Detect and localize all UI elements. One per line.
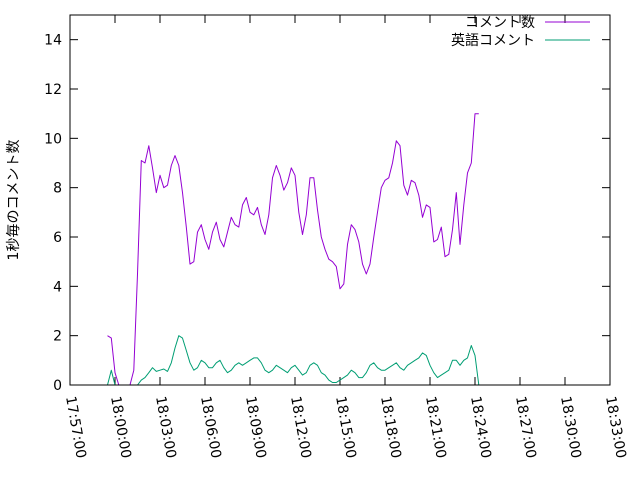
y-tick-label: 14	[44, 33, 62, 49]
x-tick-label: 18:09:00	[242, 395, 269, 460]
legend-label-series-1: コメント数	[465, 15, 535, 31]
legend-label-series-2: 英語コメント	[451, 32, 535, 49]
y-tick-label: 4	[53, 279, 62, 295]
x-tick-label: 17:57:00	[62, 395, 89, 460]
x-tick-label: 18:21:00	[422, 395, 449, 460]
series-lines	[107, 113, 480, 386]
y-tick-label: 12	[44, 82, 62, 98]
plot-border	[69, 14, 611, 386]
y-tick-label: 8	[53, 181, 62, 197]
x-tick-label: 18:00:00	[107, 395, 134, 460]
series-line-2	[107, 335, 480, 386]
x-tick-label: 18:33:00	[602, 395, 629, 460]
x-axis-ticks: 17:57:00 18:00:00 18:03:00 18:06:00 18:09:00…	[62, 15, 629, 460]
x-tick-label: 18:27:00	[512, 395, 539, 460]
x-tick-label: 18:18:00	[377, 395, 404, 460]
y-axis-label: 1秒毎のコメント数	[6, 140, 22, 261]
y-axis-ticks: 0 2 4 6 8 10 12 14	[44, 33, 610, 394]
legend: コメント数 英語コメント	[451, 15, 590, 49]
x-tick-label: 18:30:00	[557, 395, 584, 460]
x-tick-label: 18:24:00	[467, 395, 494, 460]
series-line-1	[107, 113, 479, 386]
y-tick-label: 2	[53, 329, 62, 345]
x-tick-label: 18:12:00	[287, 395, 314, 460]
y-tick-label: 0	[53, 378, 62, 394]
y-tick-label: 10	[44, 131, 62, 147]
x-tick-label: 18:15:00	[332, 395, 359, 460]
x-tick-label: 18:06:00	[197, 395, 224, 460]
x-tick-label: 18:03:00	[152, 395, 179, 460]
y-tick-label: 6	[53, 230, 62, 246]
